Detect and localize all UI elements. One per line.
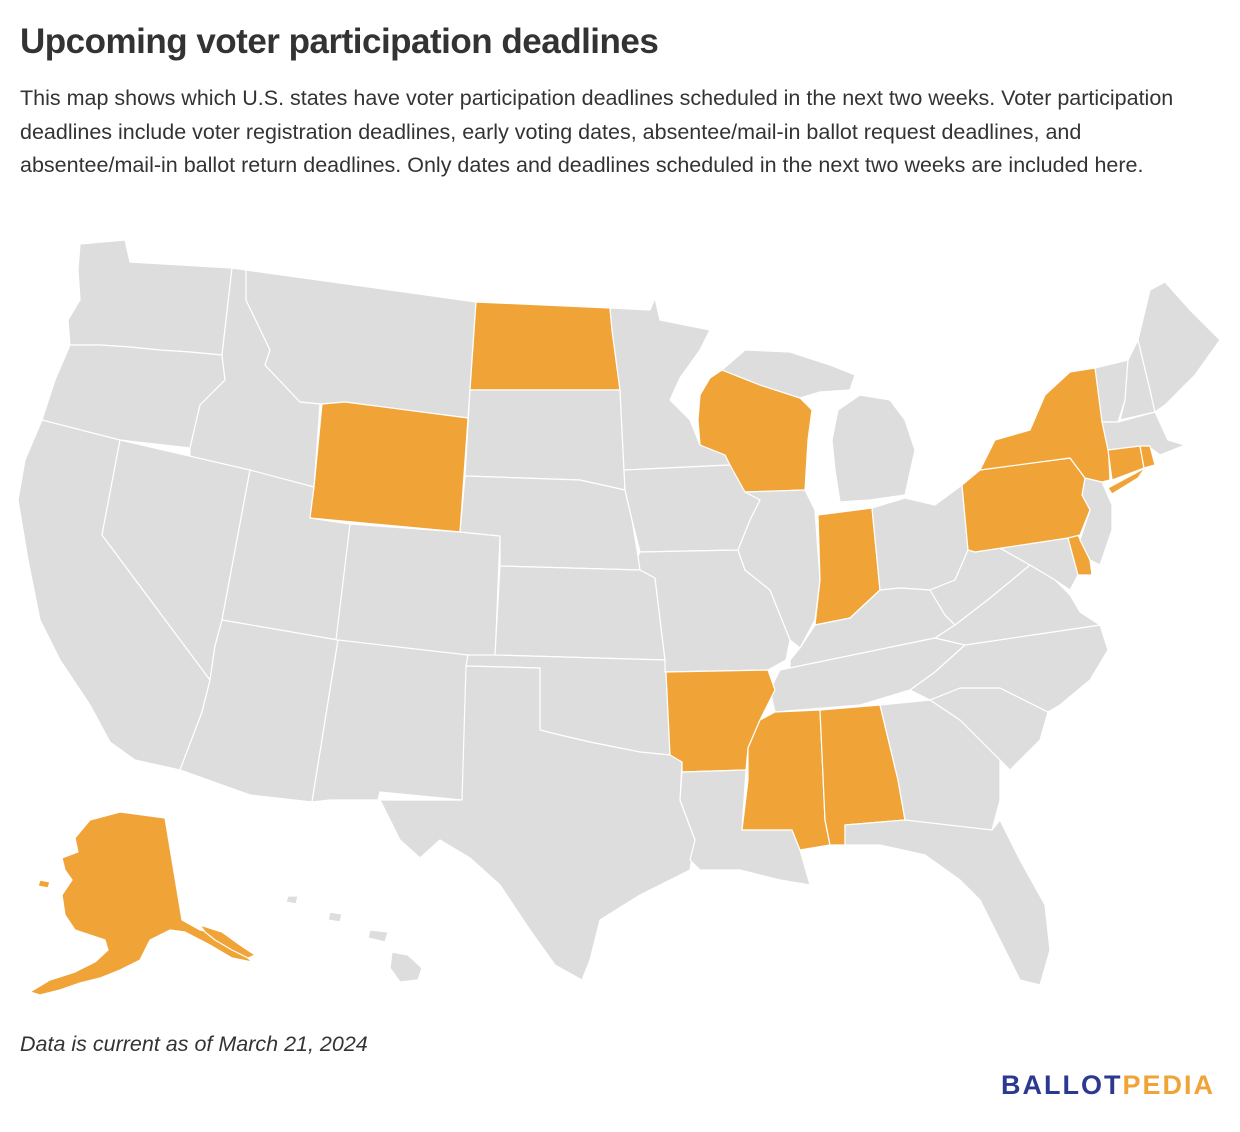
state-alaska-island[interactable] — [37, 879, 51, 889]
state-rhode-island[interactable] — [1139, 445, 1156, 469]
state-vermont[interactable] — [1094, 359, 1129, 423]
state-colorado[interactable] — [335, 523, 501, 661]
state-mississippi[interactable] — [741, 709, 831, 851]
state-hawaii-maui[interactable] — [367, 929, 389, 943]
state-michigan-upper[interactable] — [721, 349, 856, 399]
state-alaska-panhandle[interactable] — [199, 924, 256, 959]
ballotpedia-logo: BALLOTPEDIA — [1000, 1070, 1215, 1100]
state-ohio[interactable] — [871, 484, 969, 591]
state-illinois[interactable] — [737, 489, 821, 649]
state-florida[interactable] — [844, 819, 1051, 986]
state-texas[interactable] — [379, 665, 696, 981]
state-alaska[interactable] — [29, 811, 253, 996]
state-wyoming[interactable] — [309, 401, 469, 533]
state-minnesota[interactable] — [609, 297, 731, 471]
state-north-dakota[interactable] — [469, 301, 621, 391]
state-long-island[interactable] — [1107, 467, 1146, 495]
map-description: This map shows which U.S. states have vo… — [20, 86, 1174, 177]
state-hawaii-oahu[interactable] — [327, 911, 343, 923]
state-north-carolina[interactable] — [909, 624, 1109, 713]
state-michigan-lower[interactable] — [831, 394, 916, 503]
state-south-dakota[interactable] — [464, 389, 626, 491]
state-washington[interactable] — [67, 239, 233, 356]
map-title: Upcoming voter participation deadlines — [20, 22, 659, 61]
state-new-mexico[interactable] — [311, 639, 469, 803]
state-kansas[interactable] — [494, 565, 666, 661]
state-hawaii-kauai[interactable] — [285, 895, 299, 905]
state-pennsylvania[interactable] — [961, 457, 1091, 553]
us-map — [17, 239, 1221, 996]
state-maine[interactable] — [1137, 281, 1221, 413]
state-hawaii-big-island[interactable] — [389, 951, 423, 983]
data-currency-note: Data is current as of March 21, 2024 — [20, 1032, 368, 1056]
